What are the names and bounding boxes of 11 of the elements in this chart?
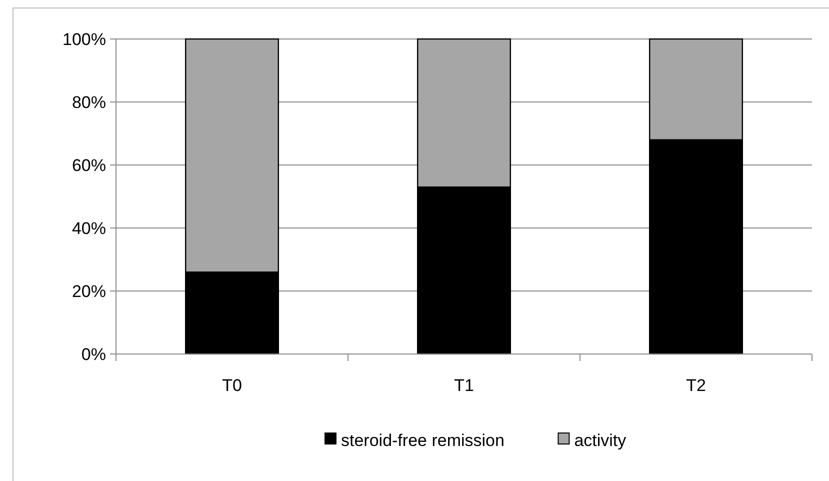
x-tick-label: T1 [454,376,474,395]
y-tick-label: 80% [72,92,106,112]
x-tick-label: T0 [222,376,242,395]
y-tick-label: 100% [62,30,106,49]
legend-label: activity [574,430,627,450]
y-tick-label: 0% [81,344,106,364]
x-tick-label: T2 [686,376,706,395]
legend-label: steroid-free remission [341,430,504,450]
y-tick-label: 20% [72,282,106,301]
y-tick-label: 60% [72,156,106,175]
y-tick-label: 40% [72,218,106,238]
